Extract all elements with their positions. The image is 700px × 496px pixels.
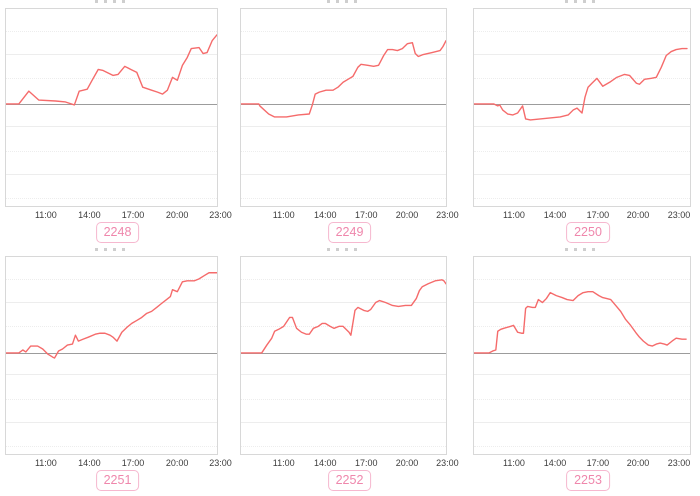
x-axis: 11:00 14:00 17:00 20:00 23:00 xyxy=(5,455,232,470)
chart-code-badge[interactable]: 2249 xyxy=(327,222,372,244)
x-axis: 11:00 14:00 17:00 20:00 23:00 xyxy=(473,207,691,222)
mini-chart-card: 11:00 14:00 17:00 20:00 23:00 2249 xyxy=(240,0,459,250)
price-chart-plot[interactable] xyxy=(240,8,447,207)
clipped-title-remnant xyxy=(565,0,599,3)
price-chart-plot[interactable] xyxy=(473,256,691,455)
chart-code-badge[interactable]: 2248 xyxy=(95,222,140,244)
x-tick-label: 17:00 xyxy=(586,210,610,220)
x-tick-label: 17:00 xyxy=(355,210,378,220)
x-tick-label: 11:00 xyxy=(272,210,295,220)
x-tick-label: 14:00 xyxy=(314,210,337,220)
x-axis: 11:00 14:00 17:00 20:00 23:00 xyxy=(240,207,459,222)
x-tick-label: 14:00 xyxy=(314,458,337,468)
x-tick-label: 20:00 xyxy=(626,458,650,468)
price-line xyxy=(6,257,217,454)
clipped-title-remnant xyxy=(565,248,599,251)
x-tick-label: 23:00 xyxy=(667,210,691,220)
x-tick-label: 14:00 xyxy=(543,210,567,220)
price-chart-plot[interactable] xyxy=(5,256,218,455)
price-chart-plot[interactable] xyxy=(5,8,218,207)
x-tick-label: 11:00 xyxy=(34,458,57,468)
x-tick-label: 20:00 xyxy=(626,210,650,220)
x-tick-label: 20:00 xyxy=(395,210,419,220)
x-axis: 11:00 14:00 17:00 20:00 23:00 xyxy=(5,207,232,222)
x-tick-label: 17:00 xyxy=(121,210,145,220)
mini-chart-card: 11:00 14:00 17:00 20:00 23:00 2248 xyxy=(5,0,232,250)
x-tick-label: 11:00 xyxy=(272,458,295,468)
x-tick-label: 23:00 xyxy=(209,210,232,220)
price-line xyxy=(241,257,446,454)
chart-code-badge[interactable]: 2252 xyxy=(327,470,372,492)
price-line xyxy=(6,9,217,206)
mini-chart-card: 11:00 14:00 17:00 20:00 23:00 2253 xyxy=(473,248,691,496)
x-tick-label: 23:00 xyxy=(209,458,232,468)
chart-code-badge[interactable]: 2253 xyxy=(566,470,610,492)
x-tick-label: 11:00 xyxy=(503,210,525,220)
x-tick-label: 14:00 xyxy=(543,458,567,468)
clipped-title-remnant xyxy=(326,248,361,251)
x-tick-label: 14:00 xyxy=(78,210,101,220)
x-tick-label: 20:00 xyxy=(165,458,189,468)
x-tick-label: 17:00 xyxy=(586,458,610,468)
clipped-title-remnant xyxy=(326,0,361,3)
x-tick-label: 23:00 xyxy=(667,458,691,468)
x-tick-label: 14:00 xyxy=(78,458,101,468)
chart-code-badge[interactable]: 2250 xyxy=(566,222,610,244)
x-tick-label: 17:00 xyxy=(121,458,145,468)
x-tick-label: 17:00 xyxy=(355,458,378,468)
mini-chart-card: 11:00 14:00 17:00 20:00 23:00 2251 xyxy=(5,248,232,496)
price-line xyxy=(474,257,690,454)
x-tick-label: 11:00 xyxy=(34,210,57,220)
price-line xyxy=(241,9,446,206)
mini-chart-card: 11:00 14:00 17:00 20:00 23:00 2252 xyxy=(240,248,459,496)
chart-code-badge[interactable]: 2251 xyxy=(95,470,140,492)
x-axis: 11:00 14:00 17:00 20:00 23:00 xyxy=(473,455,691,470)
clipped-title-remnant xyxy=(94,248,129,251)
clipped-title-remnant xyxy=(94,0,129,3)
price-line xyxy=(474,9,690,206)
price-chart-plot[interactable] xyxy=(473,8,691,207)
mini-chart-card: 11:00 14:00 17:00 20:00 23:00 2250 xyxy=(473,0,691,250)
x-tick-label: 23:00 xyxy=(436,458,459,468)
x-tick-label: 20:00 xyxy=(165,210,189,220)
x-tick-label: 23:00 xyxy=(436,210,459,220)
x-axis: 11:00 14:00 17:00 20:00 23:00 xyxy=(240,455,459,470)
price-chart-plot[interactable] xyxy=(240,256,447,455)
x-tick-label: 20:00 xyxy=(395,458,419,468)
x-tick-label: 11:00 xyxy=(503,458,525,468)
